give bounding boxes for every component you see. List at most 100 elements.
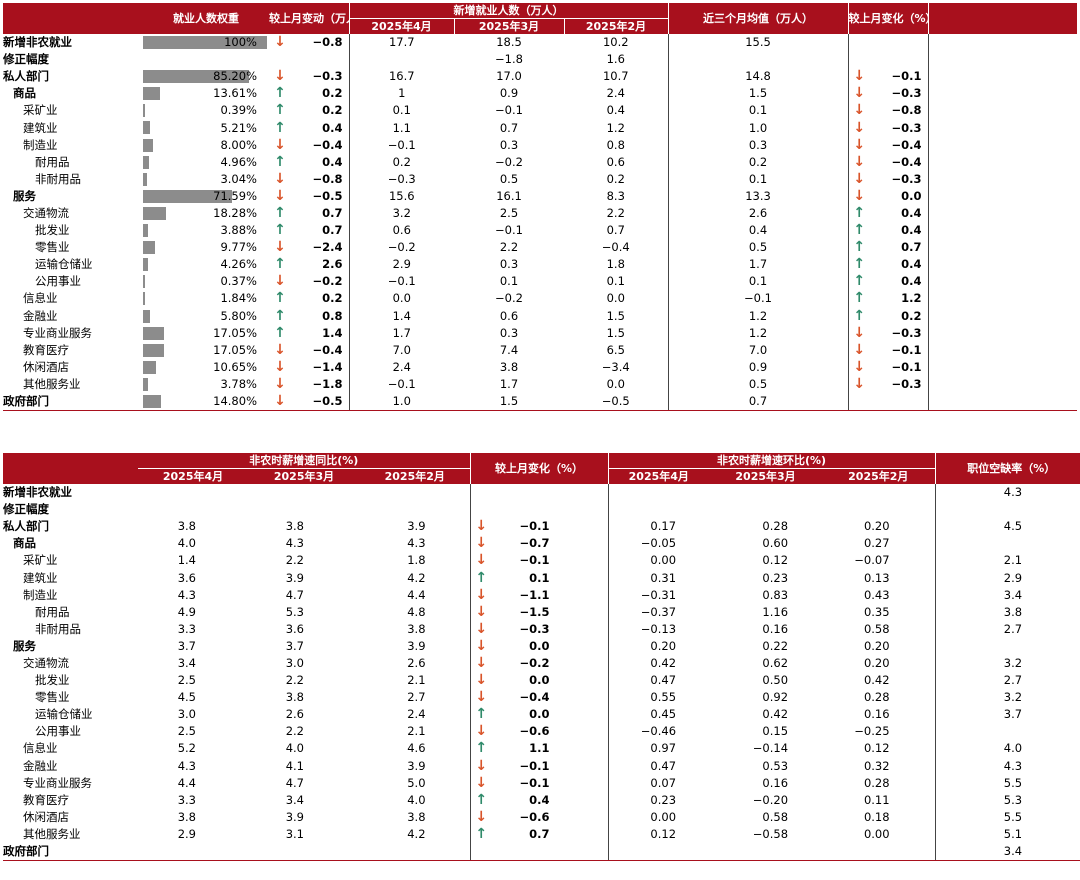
table-row: 私人部门 85.20% ↓ −0.3 16.7 17.0 10.7 14.8 ↓ −0.1 (3, 68, 1077, 86)
vacancy-value: 4.3 (934, 757, 1080, 775)
yoy-month-2 (248, 501, 360, 518)
month-3-value: 0.2 (606, 171, 625, 186)
month-1-value: −0.2 (348, 239, 454, 257)
mom-month-1 (607, 501, 710, 519)
blank-cell (927, 119, 1077, 137)
header2-mom-month-1: 2025年4月 (607, 468, 710, 484)
up-arrow-icon: ↑ (274, 204, 286, 221)
mom-month-3 (822, 501, 935, 518)
month-3-value: −3.4 (601, 359, 630, 374)
mom-month-2: 0.42 (762, 707, 789, 722)
down-arrow-icon: ↓ (469, 723, 493, 741)
mom-month-3: 0.20 (863, 519, 890, 534)
row-label: 交通物流 (23, 655, 69, 670)
down-arrow-icon: ↓ (847, 119, 870, 137)
month-2-value: 1.7 (499, 376, 519, 391)
chg2-value (492, 842, 609, 862)
row-label: 休闲酒店 (23, 359, 69, 374)
down-arrow-icon: ↓ (469, 654, 493, 673)
month-2-value: 0.3 (499, 257, 519, 272)
chg-value: 0.2 (901, 308, 922, 323)
table-row: 运输仓储业 3.0 2.6 2.4 ↑ 0.0 0.45 0.42 0.16 3.7 (3, 706, 1080, 724)
blank-cell (927, 375, 1077, 393)
row-label: 休闲酒店 (23, 809, 69, 824)
weight-value: 10.65% (213, 359, 257, 374)
up-arrow-icon: ↑ (469, 825, 493, 843)
vacancy-value: 3.2 (934, 689, 1080, 707)
weight-bar: 4.96% (143, 154, 269, 171)
header2-blank (3, 453, 138, 484)
mom-month-2: 0.58 (762, 809, 789, 824)
table-row: 运输仓储业 4.26% ↑ 2.6 2.9 0.3 1.8 1.7 ↑ 0.4 (3, 256, 1077, 274)
weight-bar-fill (143, 206, 166, 220)
up-arrow-icon: ↑ (847, 239, 870, 257)
mom-month-2: 0.60 (762, 536, 789, 551)
avg3-value: 0.4 (667, 222, 848, 240)
down-arrow-icon: ↓ (274, 136, 286, 153)
mom-value: 0.7 (322, 205, 343, 220)
down-arrow-icon: ↓ (847, 375, 870, 393)
yoy-month-2: 3.6 (285, 621, 304, 636)
up-arrow-icon: ↑ (469, 791, 493, 809)
header-mom: 较上月变动（万人） (269, 3, 349, 34)
avg3-value: 0.5 (667, 375, 848, 393)
weight-bar: 8.00% (143, 137, 269, 154)
row-label: 商品 (13, 536, 36, 551)
weight-bar-fill (143, 104, 145, 118)
blank-cell (927, 324, 1077, 342)
yoy-month-3: 2.1 (407, 673, 426, 688)
down-arrow-icon: ↓ (469, 637, 493, 655)
mom-month-2: 0.83 (762, 587, 789, 602)
month-2-value: 2.2 (499, 240, 519, 255)
yoy-month-1: 4.3 (177, 587, 196, 602)
table-row: 批发业 2.5 2.2 2.1 ↓ 0.0 0.47 0.50 0.42 2.7 (3, 672, 1080, 690)
header2-mom: 非农时薪增速环比(%) (607, 453, 936, 469)
weight-bar: 3.04% (143, 171, 269, 188)
mom-value: −0.8 (312, 35, 343, 50)
yoy-month-1 (138, 484, 248, 501)
month-3-value: 0.7 (606, 223, 625, 238)
weight-bar-fill (143, 275, 145, 289)
chg2-value: −1.1 (519, 587, 550, 602)
chg-value: −0.1 (891, 342, 922, 357)
header-vacancy: 职位空缺率（%） (934, 453, 1080, 484)
weight-bar-fill (143, 292, 146, 306)
vacancy-value: 2.1 (934, 552, 1080, 570)
blank-cell (927, 136, 1077, 154)
mom-month-2: −0.14 (752, 741, 789, 756)
month-2-value: 3.8 (499, 359, 519, 374)
mom-month-3: 0.18 (863, 809, 890, 824)
up-arrow-icon: ↑ (274, 119, 286, 136)
table-row: 耐用品 4.9 5.3 4.8 ↓ −1.5 −0.37 1.16 0.35 3.8 (3, 603, 1080, 621)
table-row: 新增非农就业 100% ↓ −0.8 17.7 18.5 10.2 15.5 (3, 34, 1077, 52)
row-label: 公用事业 (35, 274, 81, 289)
row-label: 金融业 (23, 308, 58, 323)
mom-month-3: 0.11 (863, 792, 890, 807)
month-3-value: 0.1 (606, 274, 625, 289)
yoy-month-2: 3.8 (285, 690, 304, 705)
mom-month-1: 0.97 (607, 740, 710, 758)
up-arrow-icon: ↑ (847, 307, 870, 325)
chg-arrow-empty (847, 34, 870, 52)
header-yoy: 非农时薪增速同比(%) (138, 453, 471, 469)
chg-value: 0.4 (901, 223, 922, 238)
chg2-value: 0.7 (529, 826, 550, 841)
chg2-value (492, 484, 608, 501)
blank-cell (927, 273, 1077, 291)
table-row: 交通物流 3.4 3.0 2.6 ↓ −0.2 0.42 0.62 0.20 3.2 (3, 654, 1080, 673)
weight-bar: 0.39% (143, 102, 269, 119)
row-label: 非耐用品 (35, 621, 81, 636)
weight-bar-fill (143, 326, 165, 340)
month-3-value: 1.6 (606, 52, 625, 67)
mom-month-3: 0.27 (863, 536, 890, 551)
chg-value: 1.2 (901, 291, 922, 306)
mom-month-2: 0.92 (762, 690, 789, 705)
down-arrow-icon: ↓ (274, 187, 286, 204)
down-arrow-icon: ↓ (269, 392, 291, 412)
down-arrow-icon: ↓ (274, 34, 286, 51)
row-label: 修正幅度 (3, 52, 49, 67)
blank-cell (927, 341, 1077, 359)
blank-cell (927, 85, 1077, 103)
weight-bar: 18.28% (143, 205, 269, 222)
vacancy-value (934, 637, 1080, 655)
